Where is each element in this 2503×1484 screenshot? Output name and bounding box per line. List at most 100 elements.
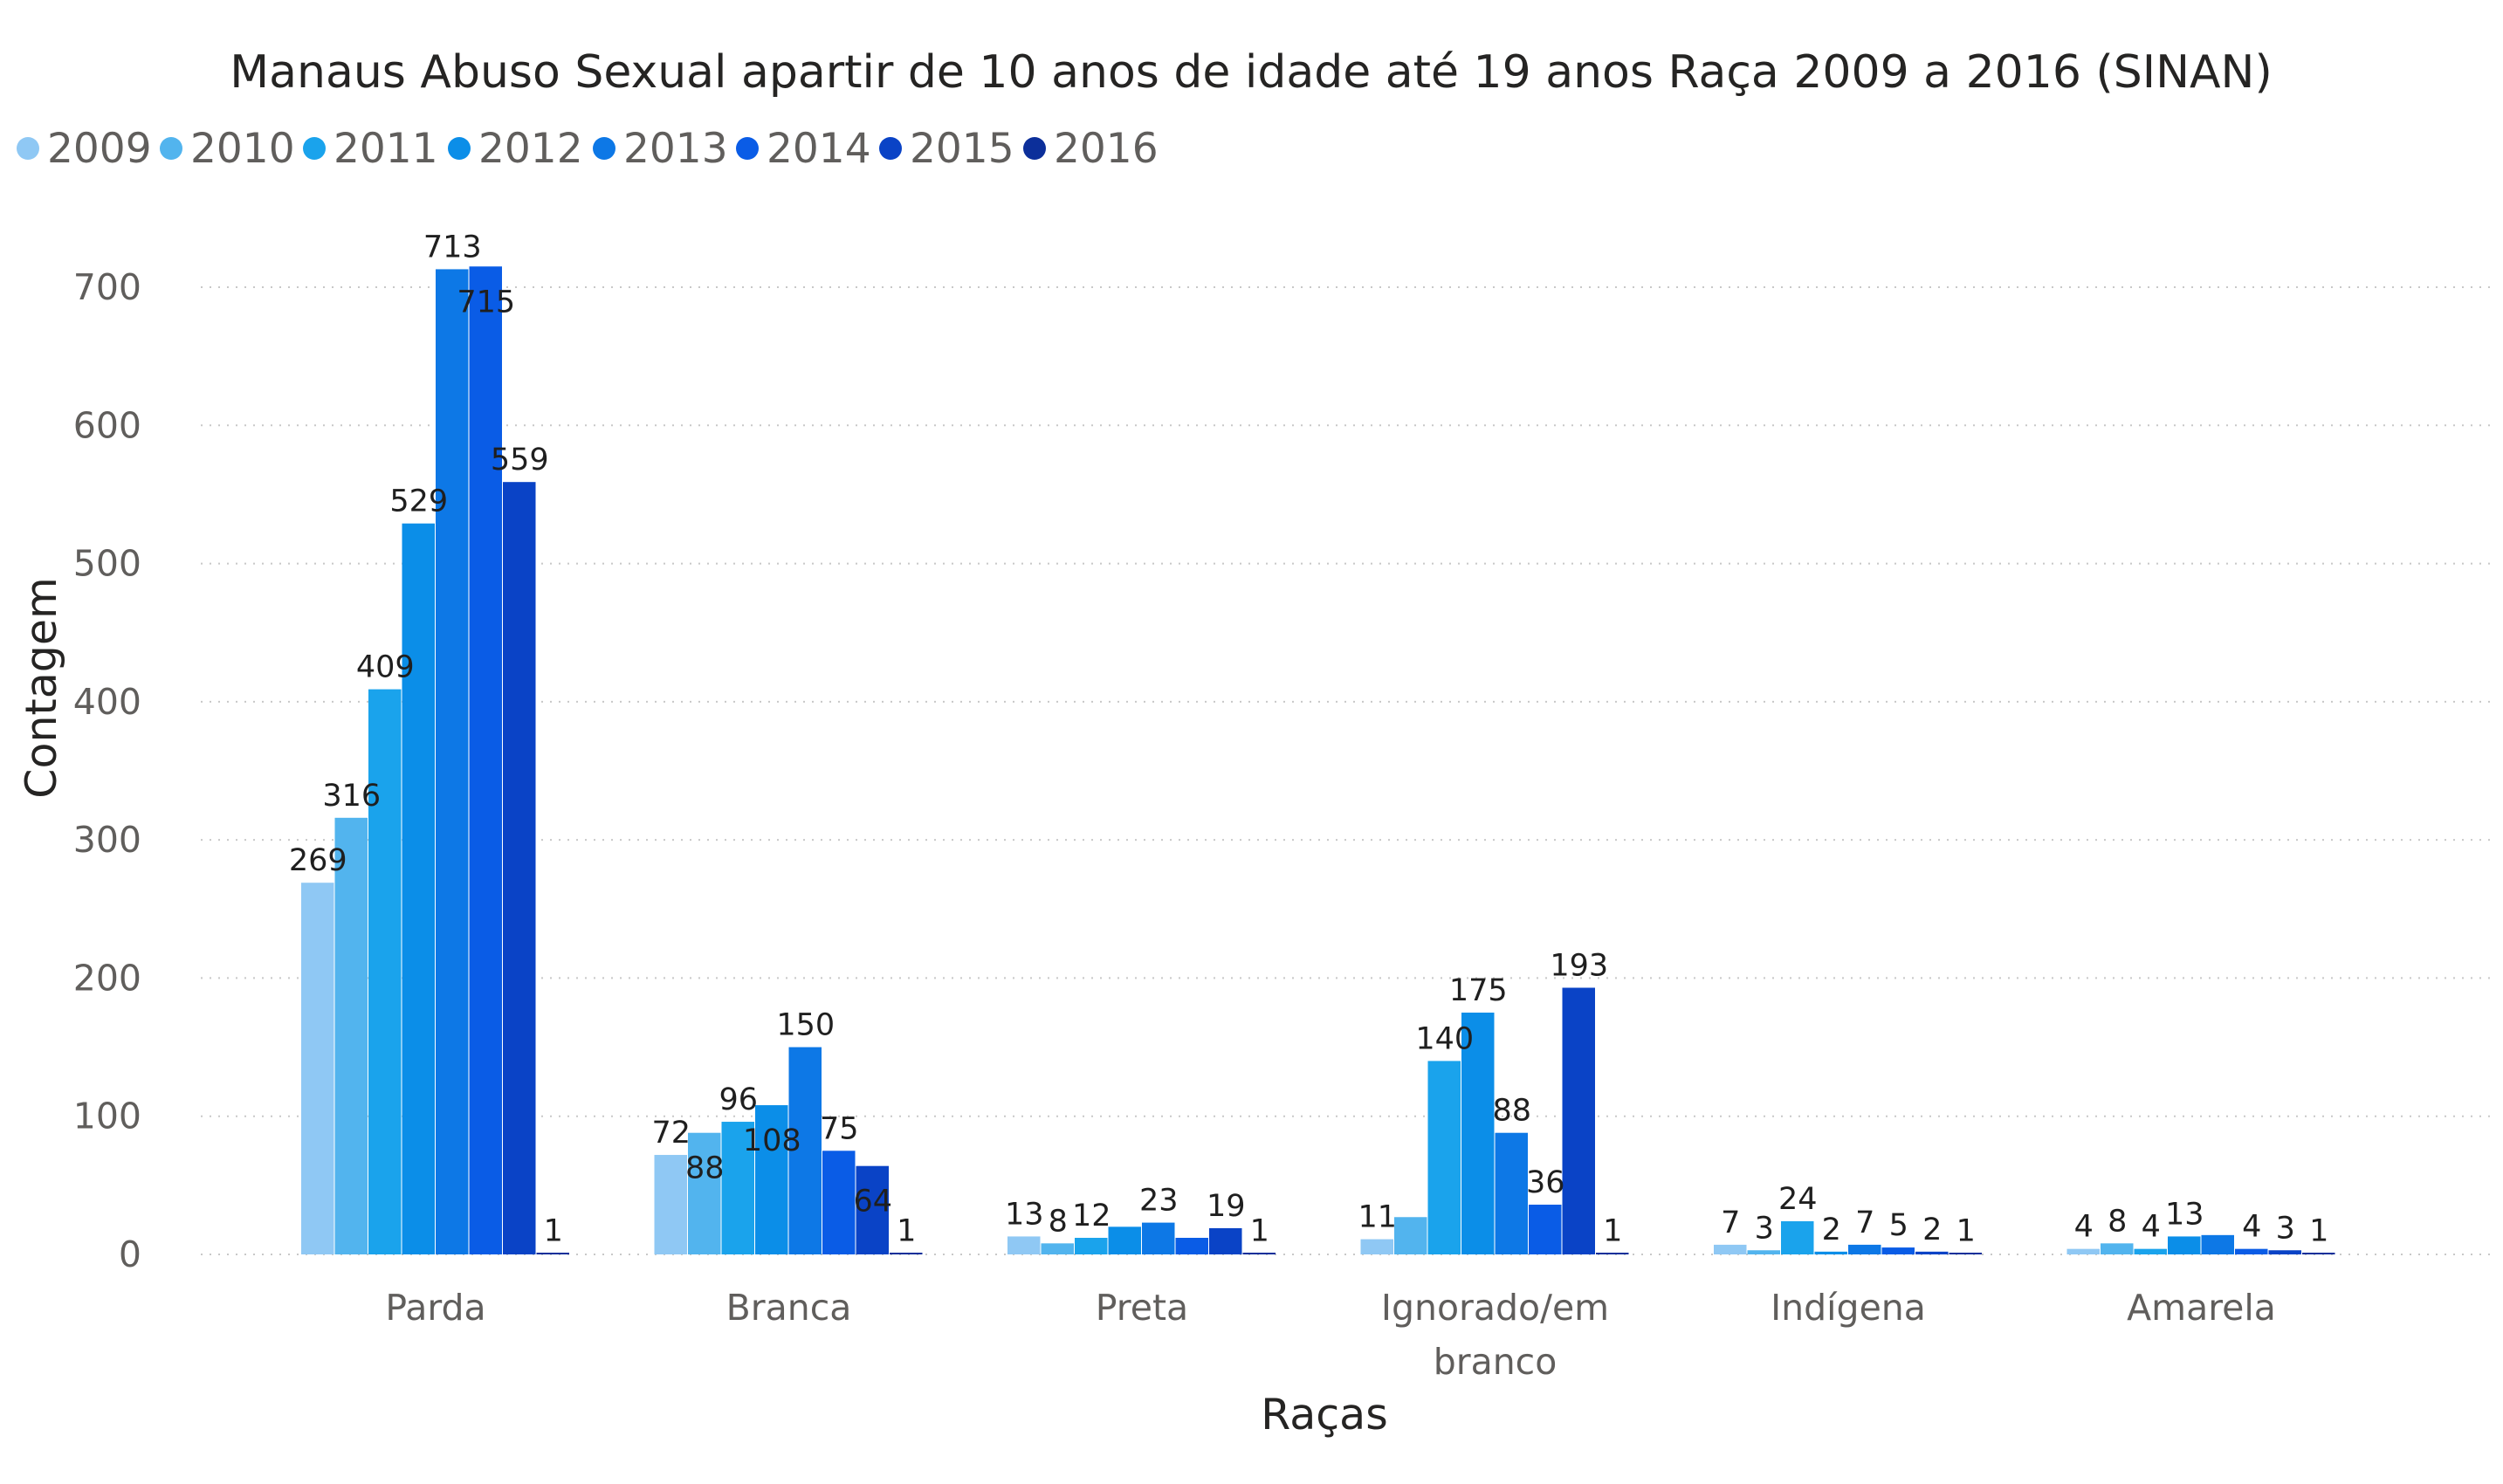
- data-label: 108: [743, 1123, 801, 1158]
- data-label: 1: [544, 1213, 563, 1248]
- legend-label-2014: 2014: [767, 125, 871, 173]
- bar-Indígena-2010: [1747, 1250, 1780, 1254]
- bar-Indígena-2009: [1714, 1244, 1747, 1254]
- data-label: 88: [1492, 1094, 1531, 1129]
- legend-label-2010: 2010: [190, 125, 295, 173]
- legend-label-2009: 2009: [47, 125, 152, 173]
- data-label: 559: [491, 443, 549, 477]
- data-label: 529: [389, 484, 448, 519]
- bar-Parda-2011: [368, 689, 402, 1254]
- bar-Branca-2011: [721, 1122, 754, 1254]
- bar-Amarela-2012: [2168, 1236, 2201, 1254]
- x-category-label: Branca: [726, 1287, 852, 1329]
- data-label: 713: [423, 230, 482, 265]
- bar-Ignorado/em branco-2015: [1562, 987, 1595, 1254]
- data-label: 4: [2142, 1210, 2161, 1245]
- x-category-label: Ignorado/em: [1381, 1287, 1609, 1329]
- y-tick-label: 200: [73, 957, 141, 999]
- y-tick-label: 400: [73, 681, 141, 723]
- data-label: 11: [1358, 1200, 1397, 1235]
- data-label: 150: [776, 1008, 835, 1043]
- bar-Indígena-2012: [1814, 1251, 1847, 1254]
- bar-Branca-2015: [856, 1165, 889, 1254]
- data-label: 409: [356, 650, 415, 685]
- legend-label-2013: 2013: [623, 125, 728, 173]
- legend-label-2015: 2015: [910, 125, 1014, 173]
- bar-Branca-2012: [755, 1105, 788, 1254]
- x-category-label: Amarela: [2127, 1287, 2276, 1329]
- bar-Parda-2016: [536, 1253, 569, 1254]
- bar-Ignorado/em branco-2010: [1394, 1217, 1427, 1254]
- data-label: 7: [1721, 1206, 1740, 1240]
- bar-Ignorado/em branco-2012: [1461, 1013, 1495, 1254]
- data-label: 2: [1822, 1213, 1841, 1247]
- y-tick-label: 0: [119, 1233, 141, 1275]
- data-label: 4: [2074, 1210, 2094, 1245]
- legend-label-2016: 2016: [1054, 125, 1159, 173]
- y-tick-label: 500: [73, 543, 141, 585]
- bar-Amarela-2014: [2235, 1248, 2268, 1254]
- data-label: 5: [1889, 1208, 1908, 1243]
- legend-marker-2014: [736, 137, 759, 160]
- legend-label-2012: 2012: [478, 125, 583, 173]
- legend-marker-2011: [303, 137, 326, 160]
- bar-Ignorado/em branco-2014: [1529, 1205, 1562, 1254]
- bar-Preta-2009: [1007, 1236, 1041, 1254]
- legend-marker-2016: [1023, 137, 1046, 160]
- bar-Ignorado/em branco-2013: [1495, 1132, 1528, 1254]
- x-axis-title: Raças: [1261, 1390, 1388, 1439]
- bar-Ignorado/em branco-2011: [1427, 1061, 1461, 1254]
- data-label: 715: [457, 285, 515, 319]
- y-tick-label: 600: [73, 404, 141, 446]
- bar-Indígena-2013: [1848, 1244, 1881, 1254]
- data-label: 96: [719, 1082, 758, 1117]
- bar-Preta-2013: [1142, 1222, 1175, 1254]
- bar-Parda-2010: [334, 817, 368, 1254]
- data-label: 316: [322, 779, 381, 814]
- bar-Parda-2012: [402, 523, 435, 1254]
- data-label: 13: [2165, 1197, 2204, 1232]
- data-label: 8: [2108, 1204, 2127, 1239]
- data-label: 1: [1956, 1213, 1976, 1248]
- data-label: 140: [1415, 1021, 1474, 1056]
- bar-Preta-2016: [1242, 1253, 1276, 1254]
- data-label: 3: [1755, 1211, 1774, 1246]
- bar-Parda-2009: [301, 883, 334, 1254]
- legend-label-2011: 2011: [334, 125, 438, 173]
- x-category-label: branco: [1434, 1341, 1557, 1383]
- data-label: 4: [2242, 1210, 2261, 1245]
- data-label: 13: [1005, 1197, 1044, 1232]
- x-category-label: Parda: [385, 1287, 485, 1329]
- bar-Amarela-2011: [2134, 1248, 2167, 1254]
- bar-Amarela-2010: [2101, 1243, 2134, 1254]
- bar-Amarela-2013: [2201, 1234, 2234, 1254]
- bar-Branca-2016: [890, 1253, 923, 1254]
- bar-Ignorado/em branco-2016: [1596, 1253, 1629, 1254]
- data-label: 64: [853, 1185, 892, 1219]
- bar-Preta-2010: [1041, 1243, 1074, 1254]
- legend-marker-2013: [593, 137, 615, 160]
- bar-Preta-2014: [1175, 1238, 1208, 1254]
- legend-marker-2009: [17, 137, 39, 160]
- data-label: 3: [2276, 1211, 2295, 1246]
- bar-Branca-2010: [688, 1132, 721, 1254]
- data-label: 175: [1449, 973, 1508, 1008]
- bar-Amarela-2009: [2066, 1248, 2100, 1254]
- bar-Parda-2013: [436, 269, 469, 1254]
- bars: [301, 266, 2335, 1255]
- bar-Parda-2014: [469, 266, 502, 1255]
- data-label: 2: [1922, 1213, 1942, 1247]
- data-label: 8: [1049, 1204, 1068, 1239]
- y-tick-label: 700: [73, 266, 141, 308]
- bar-Branca-2014: [822, 1151, 856, 1254]
- y-axis-title: Contagem: [17, 577, 66, 798]
- bar-Parda-2015: [503, 482, 536, 1254]
- data-label: 72: [651, 1116, 691, 1151]
- data-label: 88: [685, 1151, 725, 1186]
- bar-Branca-2009: [654, 1155, 687, 1254]
- y-tick-label: 300: [73, 819, 141, 861]
- data-label: 7: [1855, 1206, 1874, 1240]
- data-label: 23: [1139, 1184, 1179, 1219]
- gridlines: [201, 286, 2493, 1255]
